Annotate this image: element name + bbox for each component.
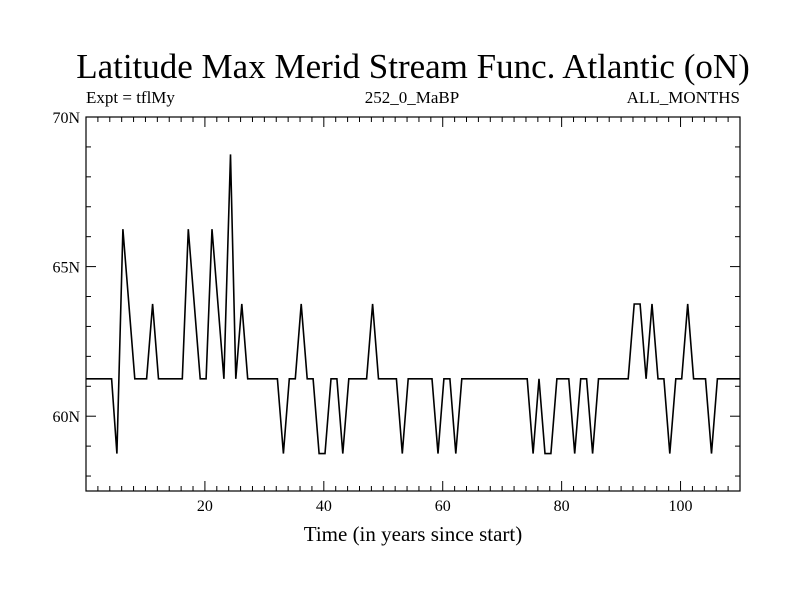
x-tick-label: 100 (669, 498, 693, 515)
chart-title: Latitude Max Merid Stream Func. Atlantic… (76, 47, 750, 86)
series-line (86, 154, 740, 455)
x-axis-label: Time (in years since start) (304, 522, 523, 546)
x-tick-label: 40 (316, 498, 332, 515)
tick-labels: 20 40 60 80 100 60N 65N 70N (52, 110, 692, 515)
x-tick-label: 60 (435, 498, 451, 515)
minor-ticks (86, 117, 740, 491)
run-label: 252_0_MaBP (365, 88, 459, 107)
y-tick-label: 70N (52, 110, 80, 127)
x-tick-label: 80 (554, 498, 570, 515)
y-tick-label: 60N (52, 409, 80, 426)
plot-frame (85, 116, 741, 492)
y-tick-label: 65N (52, 260, 80, 277)
major-ticks (86, 116, 740, 491)
experiment-label: Expt = tflMy (86, 88, 175, 107)
x-tick-label: 20 (197, 498, 213, 515)
months-label: ALL_MONTHS (627, 88, 740, 107)
